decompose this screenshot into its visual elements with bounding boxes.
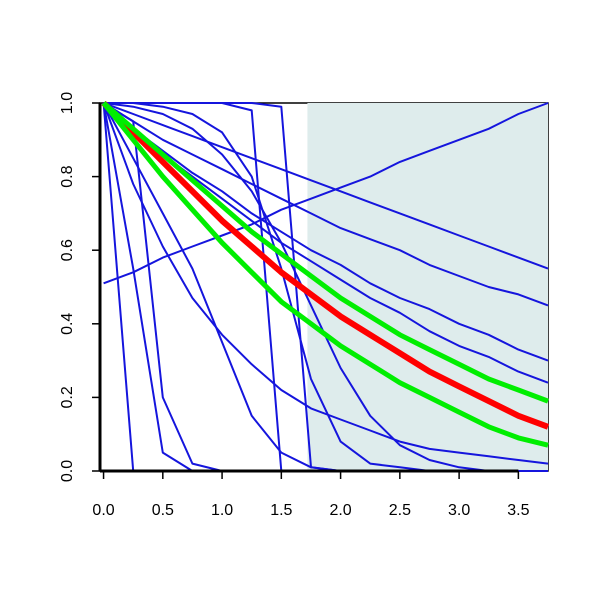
series-line [101,101,549,448]
y-tick-label: 0.6 [59,239,76,261]
x-tick-label: 1.5 [270,502,292,519]
series-line [101,100,550,430]
series-line [103,102,549,307]
series-line [101,101,549,404]
x-tick-label: 2.5 [389,502,411,519]
x-tick-label: 0.0 [92,502,114,519]
series-line [103,102,549,285]
y-tick-label: 1.0 [59,92,76,114]
x-tick-label: 0.5 [152,502,174,519]
x-tick-label: 3.5 [507,502,529,519]
y-tick-label: 0.4 [59,313,76,335]
x-tick-label: 2.0 [329,502,351,519]
y-tick-label: 0.0 [59,460,76,482]
y-tick-label: 0.2 [59,386,76,408]
series-line [102,102,549,465]
series-line [103,102,549,270]
x-tick-label: 1.0 [211,502,233,519]
y-tick-label: 0.8 [59,165,76,187]
x-tick-label: 3.0 [448,502,470,519]
series-line [102,102,549,362]
